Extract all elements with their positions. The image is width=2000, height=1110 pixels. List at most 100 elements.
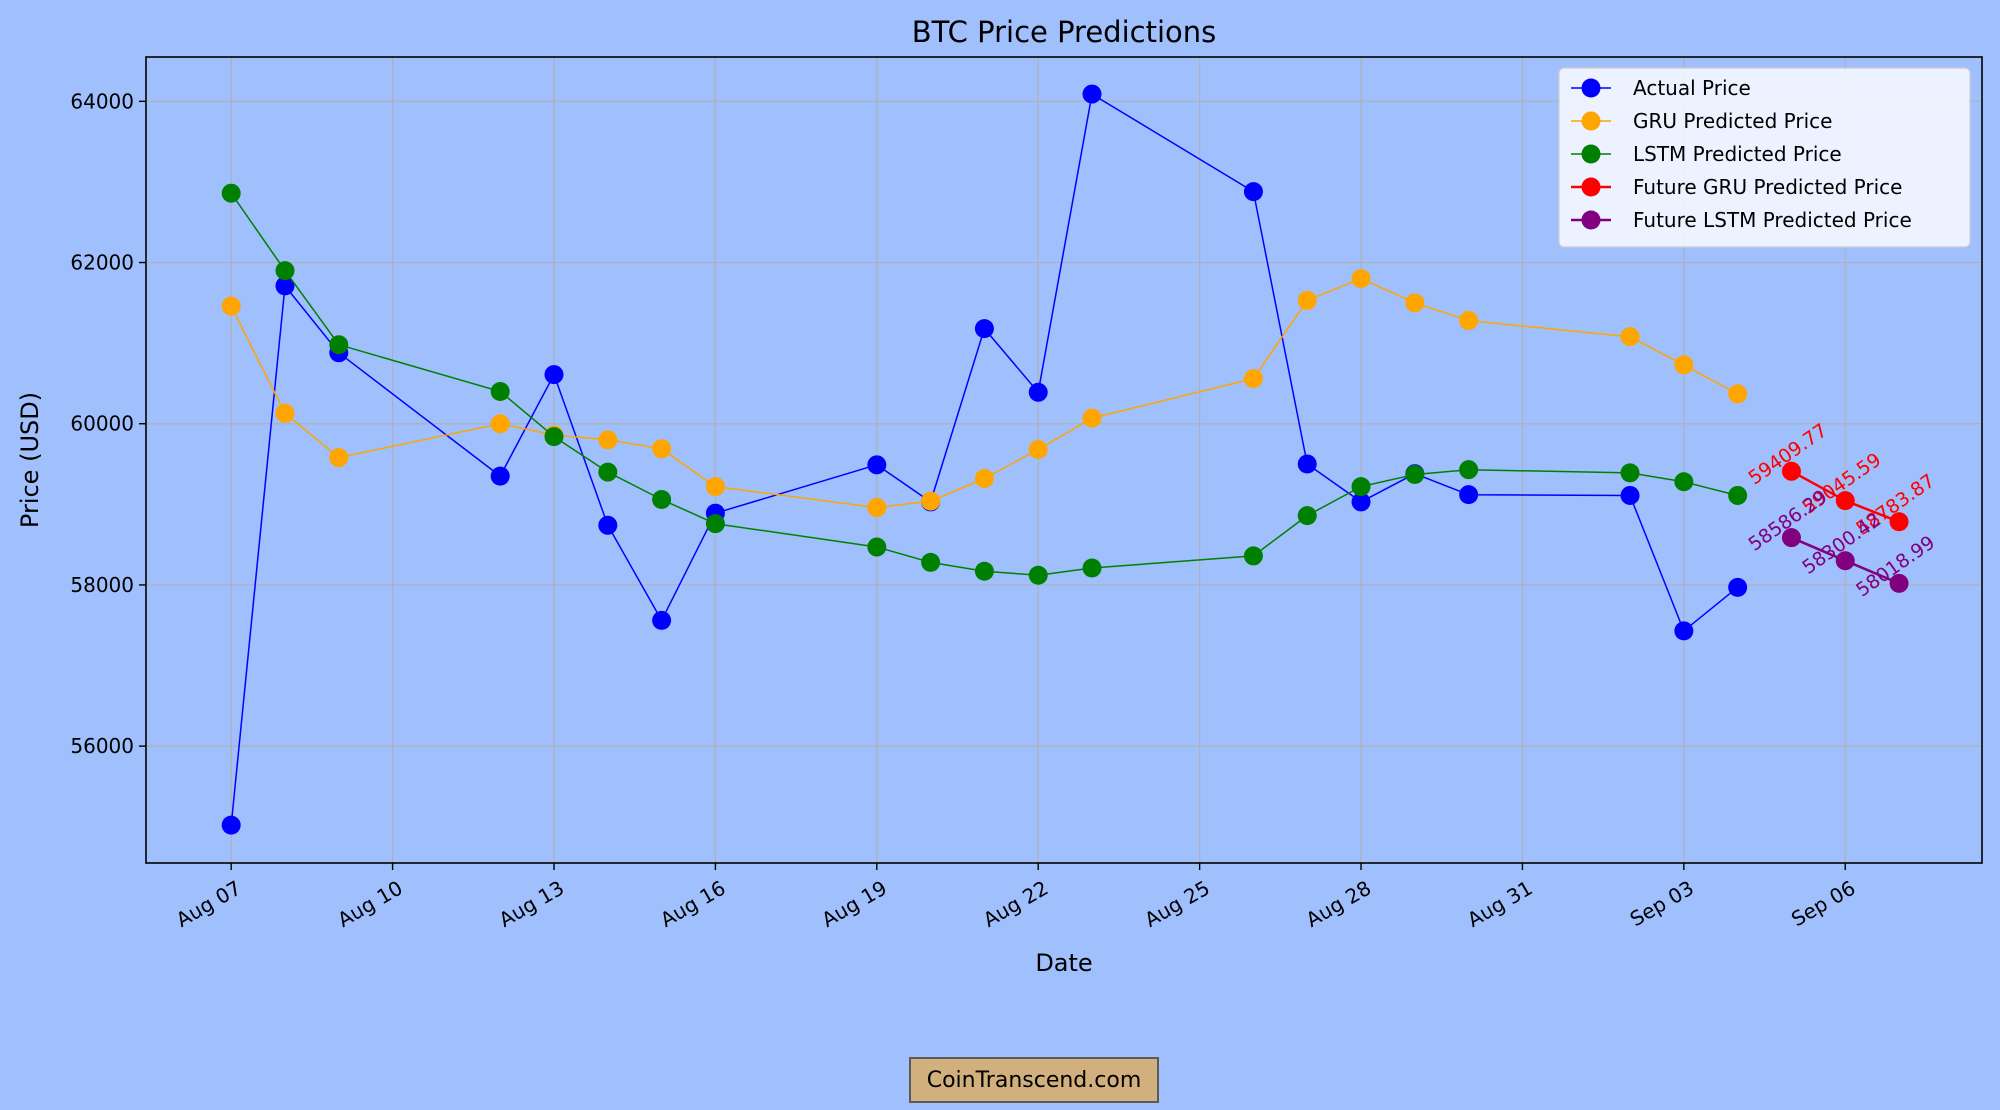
data-point [1351, 269, 1371, 289]
data-point [1728, 485, 1748, 505]
data-point [1243, 546, 1263, 566]
legend-marker [1581, 177, 1601, 197]
data-point [275, 403, 295, 423]
legend-box [1558, 67, 1971, 248]
data-point [867, 498, 887, 518]
x-tick-label: Sep 03 [1626, 876, 1698, 932]
data-point [1082, 84, 1102, 104]
data-point [1243, 182, 1263, 202]
legend-label: LSTM Predicted Price [1633, 142, 1842, 166]
data-point [1297, 454, 1317, 474]
legend-label: Future GRU Predicted Price [1633, 175, 1902, 199]
y-tick-label: 62000 [70, 251, 134, 275]
data-point [1620, 463, 1640, 483]
data-point [652, 610, 672, 630]
series-actual-price [221, 84, 1748, 835]
data-point [544, 365, 564, 385]
series-lstm-predicted-price [221, 183, 1748, 585]
data-point [1405, 465, 1425, 485]
series-line [230, 192, 1738, 577]
watermark-label: CoinTranscend.com [909, 1057, 1159, 1103]
data-point [1674, 355, 1694, 375]
legend-marker [1581, 210, 1601, 230]
legend: Actual Price GRU Predicted Price LSTM Pred… [1558, 67, 1971, 248]
data-point [275, 261, 295, 281]
data-point [329, 448, 349, 468]
data-point [1889, 573, 1909, 593]
data-point [275, 276, 295, 296]
data-point [1728, 577, 1748, 597]
data-point [1351, 477, 1371, 497]
x-tick-label: Aug 13 [495, 876, 568, 932]
data-point [1082, 408, 1102, 428]
data-point [544, 427, 564, 447]
data-point [705, 514, 725, 534]
data-point [1674, 621, 1694, 641]
series-line [230, 93, 1739, 826]
x-tick-label: Aug 25 [1140, 876, 1213, 932]
data-point [1728, 384, 1748, 404]
data-point [921, 552, 941, 572]
data-point [1781, 461, 1801, 481]
x-tick-label: Aug 28 [1302, 876, 1375, 932]
legend-marker [1581, 78, 1601, 98]
data-point [490, 466, 510, 486]
data-point [1620, 327, 1640, 347]
legend-entry: Actual Price [1571, 76, 1751, 100]
data-point [974, 319, 994, 339]
legend-label: GRU Predicted Price [1633, 109, 1832, 133]
x-tick-label: Aug 31 [1463, 876, 1536, 932]
data-point [652, 489, 672, 509]
data-point [1297, 506, 1317, 526]
data-point [974, 561, 994, 581]
data-point [221, 296, 241, 316]
data-point [652, 439, 672, 459]
x-tick-label: Sep 06 [1787, 876, 1859, 932]
data-point [1351, 492, 1371, 512]
x-tick-label: Aug 07 [172, 876, 245, 932]
data-point [598, 462, 618, 482]
data-point [867, 455, 887, 475]
y-tick-label: 56000 [70, 734, 134, 758]
data-point [921, 491, 941, 511]
legend-entry: Future LSTM Predicted Price [1571, 208, 1912, 232]
x-axis-label: Date [1035, 949, 1092, 977]
legend-entry: Future GRU Predicted Price [1571, 175, 1902, 199]
y-tick-label: 58000 [70, 573, 134, 597]
x-tick-label: Aug 19 [818, 876, 891, 932]
legend-marker [1581, 111, 1601, 131]
x-tick-label: Aug 22 [979, 876, 1052, 932]
data-point [1835, 491, 1855, 511]
data-point [1082, 558, 1102, 578]
plot-frame [145, 56, 1983, 864]
data-point [1620, 485, 1640, 505]
x-tick-label: Aug 16 [656, 876, 729, 932]
data-point [1459, 311, 1479, 331]
data-point [1028, 382, 1048, 402]
y-tick-label: 64000 [70, 89, 134, 113]
data-point [1781, 528, 1801, 548]
data-point [1028, 440, 1048, 460]
data-point [1459, 460, 1479, 480]
data-point [598, 430, 618, 450]
data-point [1028, 565, 1048, 585]
data-point [1405, 293, 1425, 313]
legend-label: Actual Price [1633, 76, 1751, 100]
chart-title: BTC Price Predictions [912, 15, 1217, 49]
data-point [490, 414, 510, 434]
data-point [1889, 512, 1909, 532]
y-tick-label: 60000 [70, 412, 134, 436]
data-point [221, 815, 241, 835]
y-axis-label: Price (USD) [16, 392, 44, 528]
data-point [974, 469, 994, 489]
legend-marker [1581, 144, 1601, 164]
data-point [1835, 551, 1855, 571]
data-point [867, 537, 887, 557]
legend-label: Future LSTM Predicted Price [1633, 208, 1912, 232]
legend-entry: LSTM Predicted Price [1571, 142, 1842, 166]
series-gru-predicted-price [221, 269, 1748, 518]
data-point [221, 183, 241, 203]
data-point [1674, 472, 1694, 492]
data-point [598, 515, 618, 535]
